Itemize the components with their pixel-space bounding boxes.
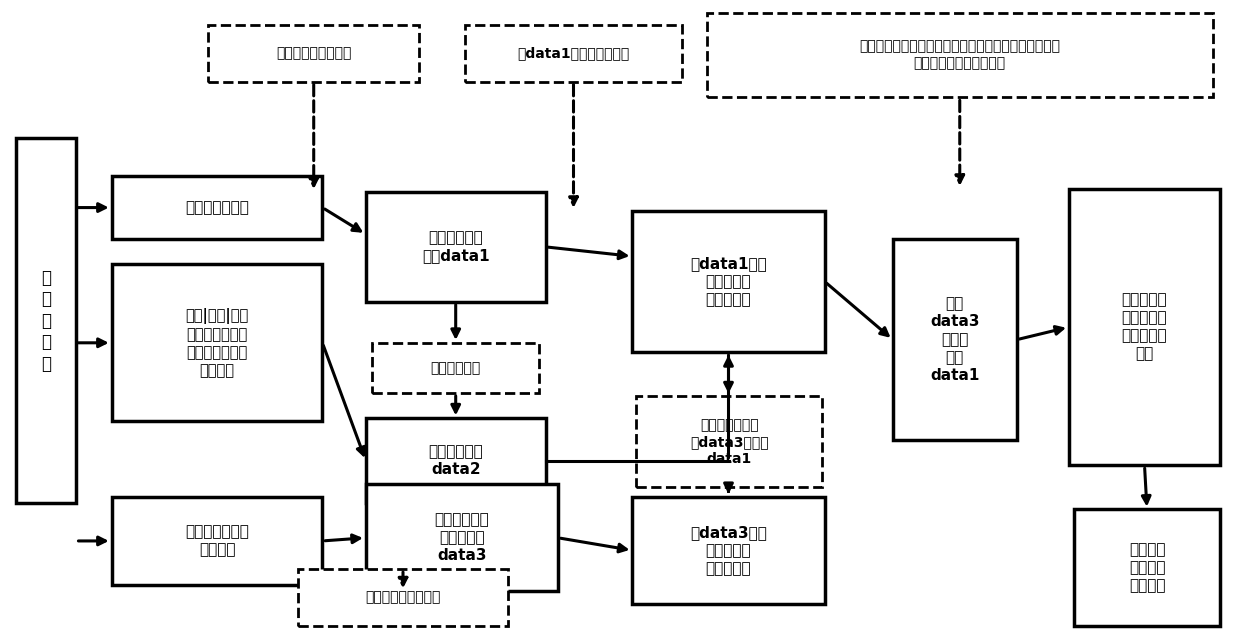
FancyBboxPatch shape (366, 484, 558, 591)
FancyBboxPatch shape (366, 192, 546, 302)
Text: 用三角网格填充上颌牙列与上颌组织面之间、下颌牙列
与下颌组织面之间的间隙: 用三角网格填充上颌牙列与上颌组织面之间、下颌牙列 与下颌组织面之间的间隙 (859, 40, 1060, 70)
Text: 无
牙
颌
患
者: 无 牙 颌 患 者 (41, 269, 51, 373)
Text: 无牙颌功能
压力印模个
别托盘数字
模型: 无牙颌功能 压力印模个 别托盘数字 模型 (1122, 292, 1167, 362)
FancyBboxPatch shape (636, 396, 822, 487)
FancyBboxPatch shape (298, 569, 508, 626)
FancyBboxPatch shape (112, 497, 322, 585)
Text: 在data1中建
立参考牙列
定位坐标系: 在data1中建 立参考牙列 定位坐标系 (691, 256, 766, 307)
Text: 参考上下颌牙列
石膏模型: 参考上下颌牙列 石膏模型 (185, 525, 249, 557)
FancyBboxPatch shape (16, 138, 76, 503)
Text: 无牙颌组织面
数据data1: 无牙颌组织面 数据data1 (422, 230, 490, 264)
Text: 牙列、牙龈三
维衣面数据
data3: 牙列、牙龈三 维衣面数据 data3 (434, 512, 490, 564)
Text: 三维扫描、数据编辑: 三维扫描、数据编辑 (366, 591, 440, 604)
Text: 三维扫描、数据编辑: 三维扫描、数据编辑 (277, 47, 351, 60)
FancyBboxPatch shape (632, 497, 825, 604)
Text: 共同区域配准: 共同区域配准 (430, 361, 481, 375)
FancyBboxPatch shape (707, 13, 1213, 97)
Text: 三维打印
制作个别
托盘实体: 三维打印 制作个别 托盘实体 (1128, 542, 1166, 593)
Text: 在data3中建
立参考牙列
位姿坐标系: 在data3中建 立参考牙列 位姿坐标系 (691, 525, 766, 576)
FancyBboxPatch shape (1074, 509, 1220, 626)
FancyBboxPatch shape (372, 343, 539, 393)
Text: 颌位关系数据
data2: 颌位关系数据 data2 (428, 444, 484, 477)
Text: 通过坐标系配准
将data3配准十
data1: 通过坐标系配准 将data3配准十 data1 (689, 418, 769, 465)
FancyBboxPatch shape (465, 25, 682, 82)
FancyBboxPatch shape (112, 264, 322, 421)
Text: 在data1中颠倒凹、缓冲: 在data1中颠倒凹、缓冲 (517, 47, 630, 60)
Text: 调整
data3
尺寸至
适合
data1: 调整 data3 尺寸至 适合 data1 (930, 296, 980, 383)
FancyBboxPatch shape (366, 418, 546, 503)
Text: 扫描|牙合|托或
直接扫描处于正
中关系位的上下
颌牙槽嵴: 扫描|牙合|托或 直接扫描处于正 中关系位的上下 颌牙槽嵴 (185, 308, 249, 378)
FancyBboxPatch shape (208, 25, 419, 82)
FancyBboxPatch shape (632, 211, 825, 352)
FancyBboxPatch shape (112, 176, 322, 239)
Text: 初印模或初模型: 初印模或初模型 (185, 200, 249, 215)
FancyBboxPatch shape (1069, 189, 1220, 465)
FancyBboxPatch shape (893, 239, 1017, 440)
